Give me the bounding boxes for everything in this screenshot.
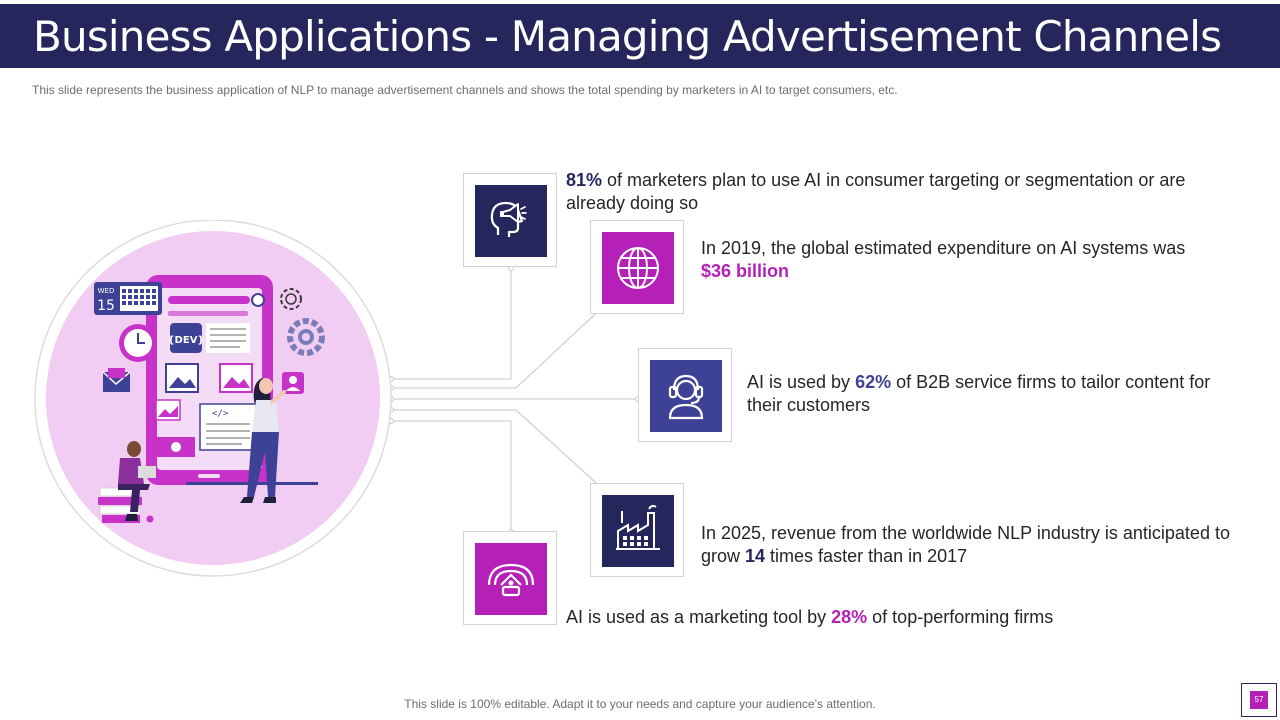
stat-nlp-highlight: 14 bbox=[745, 546, 766, 566]
support-icon-tile bbox=[650, 360, 722, 432]
stat-b2b-text-pre: AI is used by bbox=[747, 372, 856, 392]
stat-expenditure: In 2019, the global estimated expenditur… bbox=[701, 237, 1191, 283]
stat-nlp-revenue: In 2025, revenue from the worldwide NLP … bbox=[701, 522, 1246, 568]
marketing-icon-tile bbox=[475, 185, 547, 257]
title-bar: Business Applications - Managing Adverti… bbox=[0, 4, 1280, 70]
stat-b2b-text-post: of B2B service firms to tailor content f… bbox=[747, 372, 1211, 415]
speedometer-icon-tile bbox=[475, 543, 547, 615]
user-badge-icon bbox=[282, 372, 304, 394]
stat-expenditure-text: In 2019, the global estimated expenditur… bbox=[701, 238, 1186, 258]
gear-icon bbox=[280, 288, 325, 356]
icon-card-marketing-tool bbox=[463, 531, 557, 625]
stat-marketers-highlight: 81% bbox=[566, 170, 603, 190]
icon-card-b2b bbox=[638, 348, 732, 442]
standing-woman-figure bbox=[240, 378, 286, 503]
stat-tool-highlight: 28% bbox=[831, 607, 868, 627]
footer-note: This slide is 100% editable. Adapt it to… bbox=[404, 697, 876, 711]
icon-card-marketers bbox=[463, 173, 557, 267]
nlp-illustration: {DEV} </> WED 15 bbox=[34, 220, 392, 577]
speedometer-icon bbox=[487, 563, 535, 597]
stat-marketers-text: of marketers plan to use AI in consumer … bbox=[566, 170, 1186, 213]
headset-user-icon bbox=[668, 374, 704, 420]
stat-b2b-highlight: 62% bbox=[855, 372, 892, 392]
stat-nlp-text-post: times faster than in 2017 bbox=[765, 546, 968, 566]
stat-marketing-tool: AI is used as a marketing tool by 28% of… bbox=[566, 606, 1186, 629]
calendar-date: 15 bbox=[97, 298, 115, 314]
megaphone-head-icon bbox=[490, 201, 527, 237]
page-number-badge: 57 bbox=[1241, 683, 1277, 717]
factory-icon bbox=[616, 504, 660, 550]
sitting-man-figure bbox=[98, 441, 156, 523]
mail-icon bbox=[102, 368, 131, 392]
stat-b2b: AI is used by 62% of B2B service firms t… bbox=[747, 371, 1217, 417]
code-tag: </> bbox=[212, 409, 229, 419]
page-number: 57 bbox=[1250, 691, 1268, 709]
stat-marketers: 81% of marketers plan to use AI in consu… bbox=[566, 169, 1186, 215]
stat-tool-text-post: of top-performing firms bbox=[867, 607, 1054, 627]
stat-expenditure-highlight: $36 billion bbox=[701, 261, 790, 281]
clock-icon bbox=[119, 324, 157, 362]
page-subtitle: This slide represents the business appli… bbox=[32, 83, 898, 97]
icon-card-expenditure bbox=[590, 220, 684, 314]
stat-tool-text-pre: AI is used as a marketing tool by bbox=[566, 607, 832, 627]
calendar-icon: WED 15 bbox=[94, 282, 162, 315]
factory-icon-tile bbox=[602, 495, 674, 567]
globe-icon-tile bbox=[602, 232, 674, 304]
page-title: Business Applications - Managing Adverti… bbox=[33, 12, 1222, 61]
icon-card-nlp-revenue bbox=[590, 483, 684, 577]
phone-icon: {DEV} </> bbox=[146, 275, 273, 485]
dev-tag: {DEV} bbox=[167, 335, 204, 346]
stat-nlp-text-pre: In 2025, revenue from the worldwide NLP … bbox=[701, 523, 1230, 566]
globe-icon bbox=[617, 247, 659, 289]
calendar-day: WED bbox=[98, 287, 115, 295]
